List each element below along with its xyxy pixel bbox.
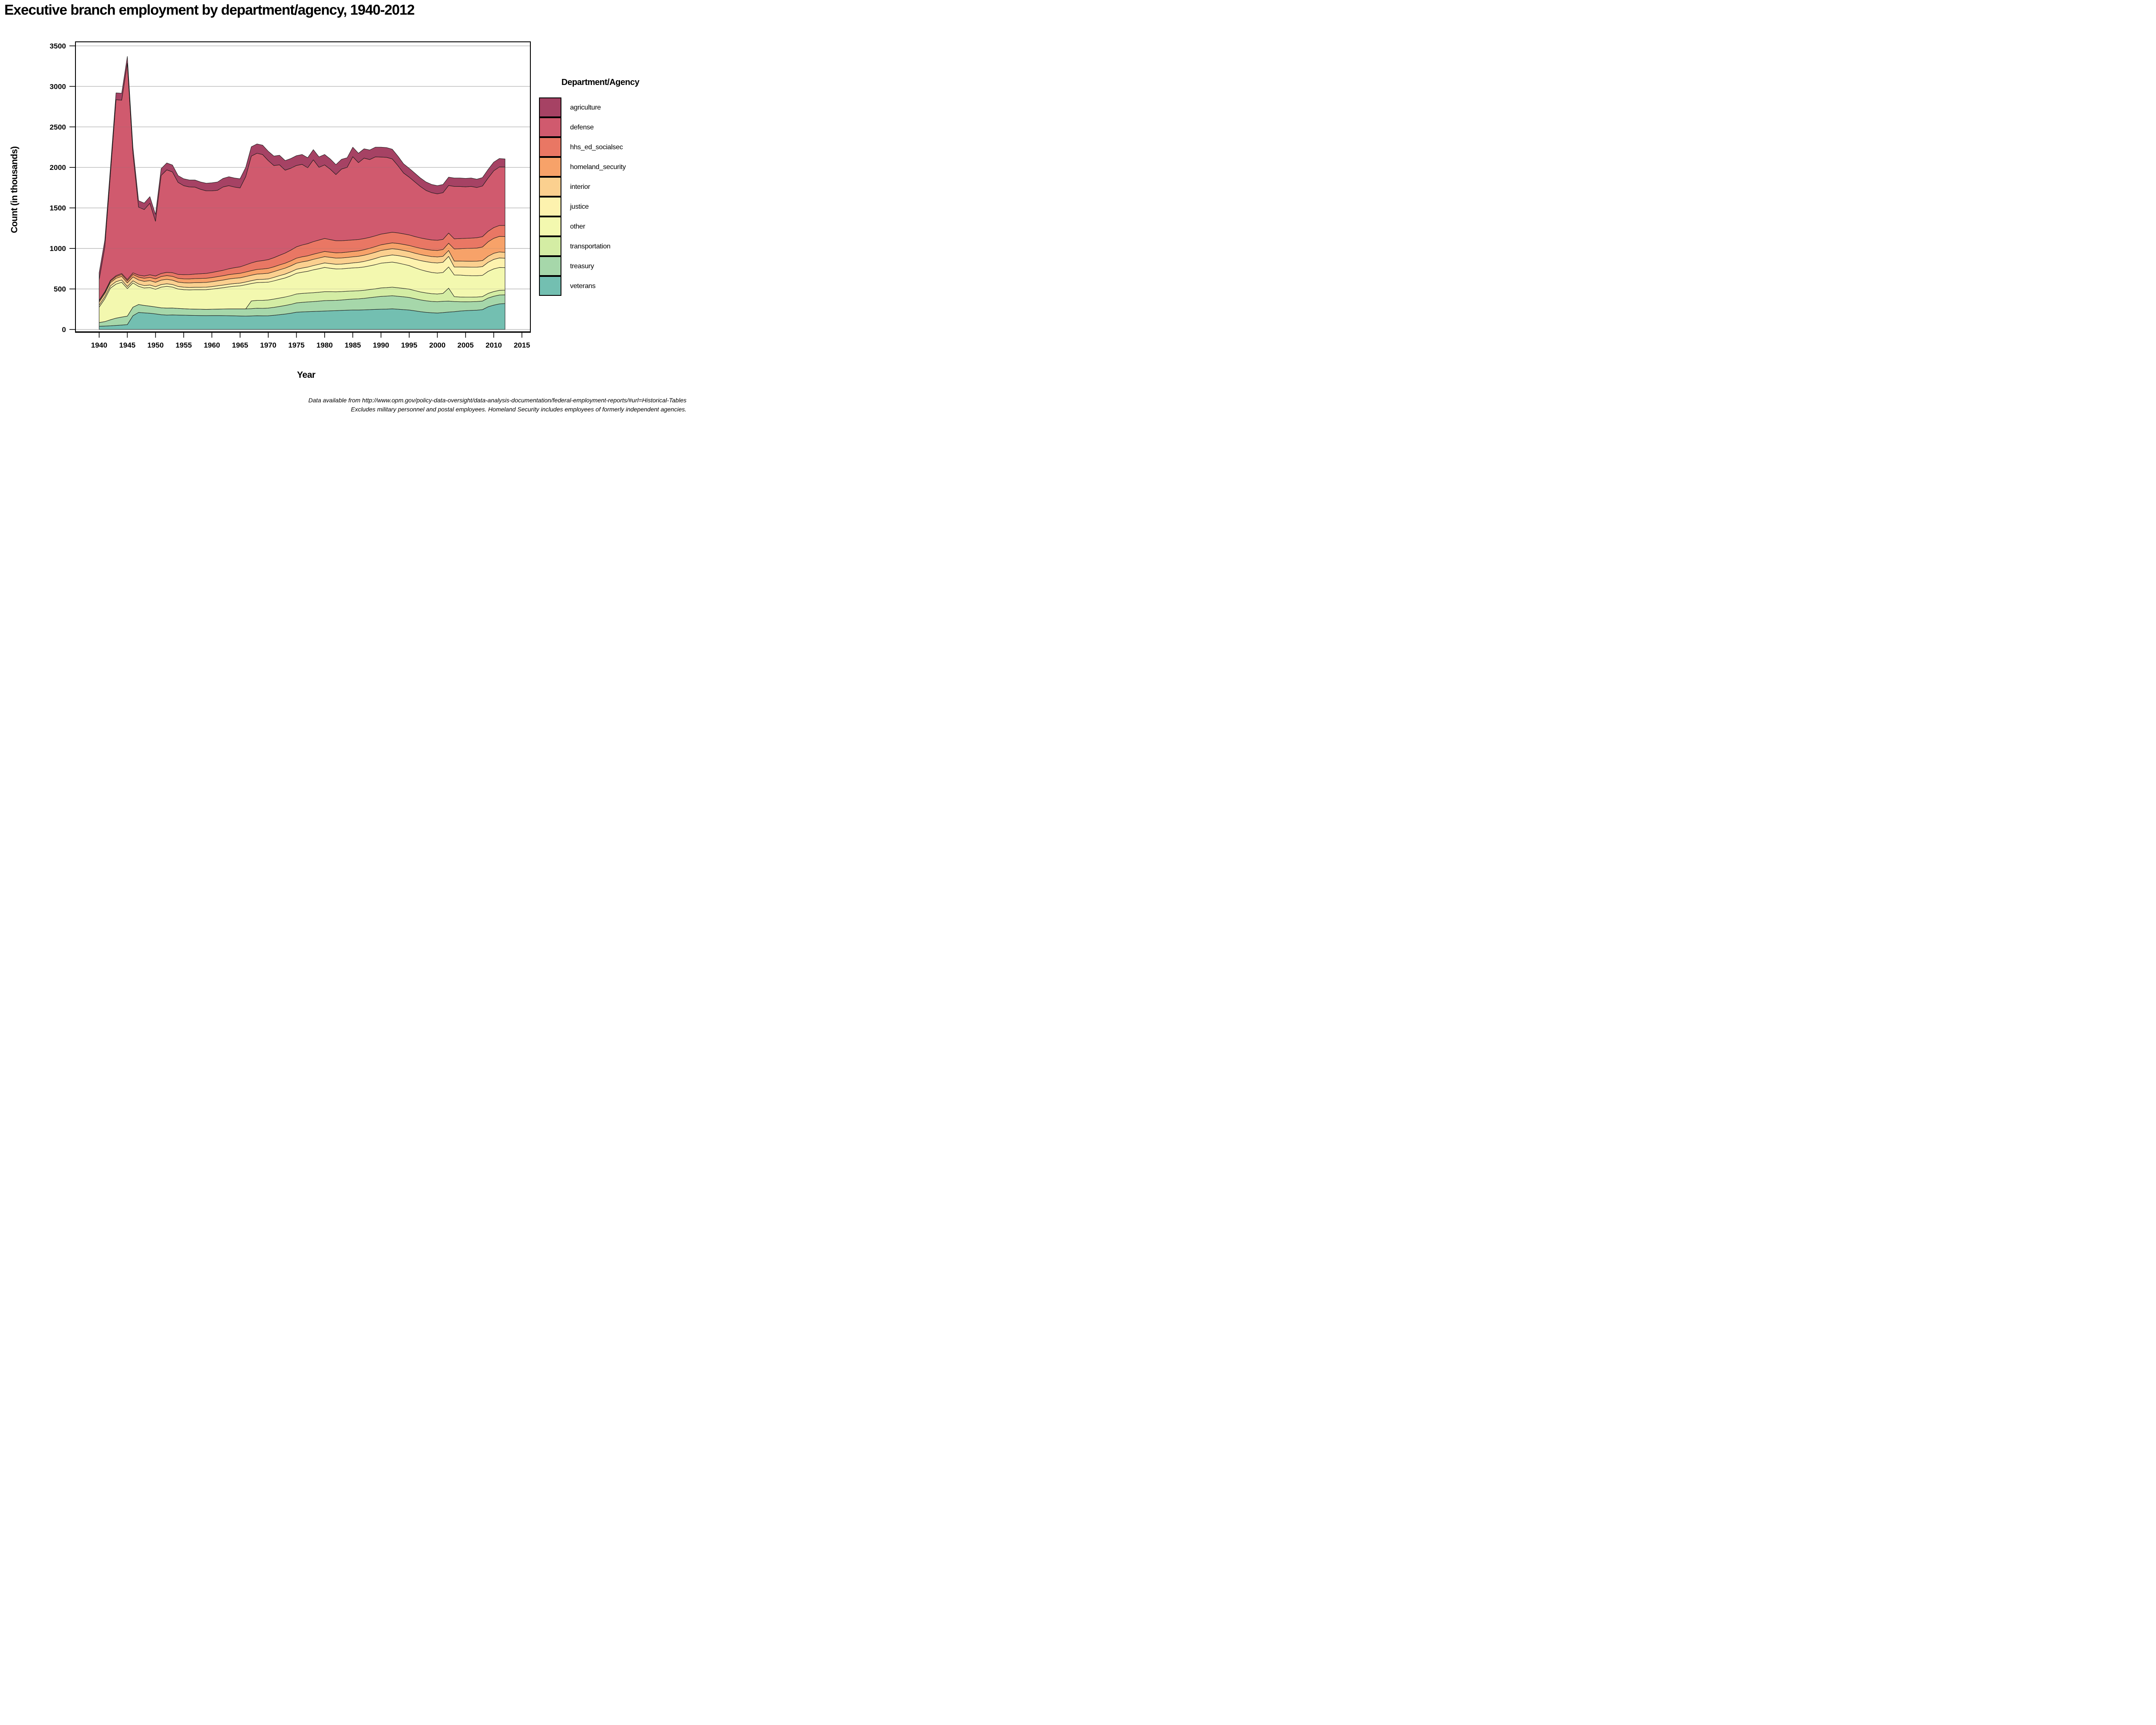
x-tick-label: 1980 <box>317 341 333 349</box>
x-axis-label: Year <box>297 370 316 380</box>
legend-label: agriculture <box>570 104 601 111</box>
legend-item-treasury: treasury <box>539 256 688 276</box>
y-tick-label: 3500 <box>50 42 66 50</box>
source-footer-line1: Data available from http://www.opm.gov/p… <box>308 397 686 404</box>
legend-swatch-defense <box>539 117 561 137</box>
x-tick-label: 1975 <box>288 341 305 349</box>
y-tick-label: 2000 <box>50 163 66 172</box>
stacked-area-plot: 0 500 1000 1500 2000 2500 3000 3500 1940 1945 1950… <box>50 41 531 349</box>
chart-title: Executive branch employment by departmen… <box>4 2 415 18</box>
y-tick-label: 1500 <box>50 204 66 212</box>
legend-item-defense: defense <box>539 117 688 138</box>
x-tick-label: 1965 <box>232 341 248 349</box>
legend-swatch-other <box>539 216 561 236</box>
y-tick-label: 2500 <box>50 123 66 131</box>
legend-item-other: other <box>539 216 688 237</box>
x-tick-label: 1990 <box>373 341 389 349</box>
legend-label: interior <box>570 183 590 191</box>
chart-area-agriculture <box>99 56 505 280</box>
legend: Department/Agency agriculture defense hhs_… <box>539 78 688 296</box>
legend-item-hhs_ed_socialsec: hhs_ed_socialsec <box>539 137 688 157</box>
x-tick-label: 2015 <box>514 341 530 349</box>
legend-label: veterans <box>570 282 595 290</box>
legend-item-transportation: transportation <box>539 236 688 257</box>
x-tick-label: 1945 <box>119 341 135 349</box>
legend-label: treasury <box>570 263 594 270</box>
x-tick-label: 1995 <box>401 341 417 349</box>
legend-item-homeland_security: homeland_security <box>539 157 688 177</box>
legend-label: justice <box>570 203 589 210</box>
legend-item-veterans: veterans <box>539 276 688 296</box>
legend-item-interior: interior <box>539 177 688 197</box>
legend-swatch-homeland_security <box>539 157 561 177</box>
x-tick-label: 1960 <box>204 341 220 349</box>
x-tick-label: 2010 <box>486 341 502 349</box>
x-tick-label: 1970 <box>260 341 276 349</box>
x-tick-label: 1985 <box>345 341 361 349</box>
legend-swatch-transportation <box>539 236 561 256</box>
source-footer: Data available from http://www.opm.gov/p… <box>308 396 686 414</box>
source-footer-line2: Excludes military personnel and postal e… <box>351 406 686 413</box>
legend-label: homeland_security <box>570 163 626 171</box>
legend-label: hhs_ed_socialsec <box>570 144 623 151</box>
x-tick-label: 1955 <box>175 341 192 349</box>
x-tick-label: 1950 <box>147 341 164 349</box>
legend-label: defense <box>570 124 594 131</box>
legend-swatch-treasury <box>539 256 561 276</box>
figure: Executive branch employment by departmen… <box>0 0 690 431</box>
legend-title: Department/Agency <box>561 78 639 87</box>
legend-label: transportation <box>570 243 611 250</box>
legend-swatch-interior <box>539 177 561 197</box>
x-tick-label: 1940 <box>91 341 107 349</box>
legend-item-justice: justice <box>539 197 688 217</box>
y-tick-label: 1000 <box>50 245 66 253</box>
legend-item-agriculture: agriculture <box>539 97 688 118</box>
x-tick-label: 2000 <box>429 341 445 349</box>
x-tick-label: 2005 <box>458 341 474 349</box>
legend-swatch-veterans <box>539 276 561 296</box>
legend-swatch-hhs_ed_socialsec <box>539 137 561 157</box>
legend-swatch-agriculture <box>539 97 561 117</box>
legend-label: other <box>570 223 585 230</box>
y-axis-label: Count (in thousands) <box>9 146 19 233</box>
y-tick-label: 3000 <box>50 82 66 91</box>
legend-swatch-justice <box>539 197 561 216</box>
y-tick-label: 0 <box>62 326 66 334</box>
y-tick-label: 500 <box>54 285 66 293</box>
